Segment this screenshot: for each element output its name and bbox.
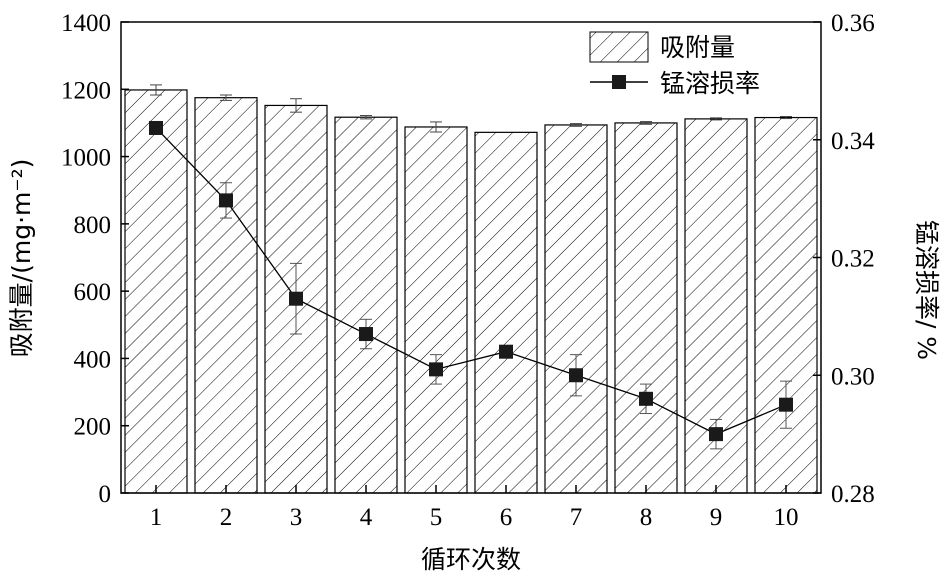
right-axis-tick-label: 0.36 [831, 10, 875, 37]
bar-error-bar [710, 117, 722, 121]
legend-bar-swatch [589, 31, 649, 63]
line-series-layer [149, 120, 793, 450]
line-point [709, 427, 723, 442]
bars-layer [124, 89, 818, 494]
x-axis-tick-label: 8 [640, 504, 653, 531]
right-axis-tick-label: 0.30 [831, 363, 875, 390]
line-point [569, 368, 583, 383]
bar-error-bars [150, 84, 792, 133]
bar-error-bar [360, 115, 372, 120]
left-axis-tick-label: 0 [99, 481, 112, 508]
x-axis-tick-label: 6 [500, 504, 513, 531]
line-point [289, 291, 303, 306]
line-point [639, 391, 653, 406]
bar [614, 122, 678, 494]
bar-error-bar [780, 116, 792, 120]
right-axis-tick-label: 0.28 [831, 481, 875, 508]
bar-error-bar [570, 123, 582, 127]
left-axis-tick-label: 1400 [61, 10, 111, 37]
bar-error-bar [290, 98, 302, 113]
line-point [499, 344, 513, 359]
left-axis-tick-label: 1000 [61, 145, 111, 172]
bar-error-bar [430, 121, 442, 133]
bar-error-bar [150, 84, 162, 96]
left-axis-tick-label: 600 [74, 279, 112, 306]
x-axis-tick-label: 9 [710, 504, 723, 531]
line-point [779, 397, 793, 412]
bar [404, 126, 468, 494]
right-axis-title: 锰溶损率/ % [912, 220, 941, 360]
x-axis-tick-label: 2 [220, 504, 233, 531]
right-axis-tick-label: 0.32 [831, 246, 875, 273]
bar [474, 131, 538, 494]
x-axis-title: 循环次数 [421, 545, 521, 574]
x-axis-tick-label: 10 [774, 504, 799, 531]
bar [124, 89, 188, 494]
left-axis-title: 吸附量/(mg·m⁻²) [7, 159, 36, 358]
legend-label-adsorption: 吸附量 [660, 33, 735, 62]
bar-error-bar [640, 121, 652, 125]
line-point [359, 327, 373, 342]
bar [544, 124, 608, 494]
bar-error-bar [220, 94, 232, 101]
x-axis-tick-label: 7 [570, 504, 583, 531]
bar [754, 116, 818, 494]
line-point [429, 362, 443, 377]
x-axis-tick-label: 4 [360, 504, 373, 531]
x-axis-tick-label: 1 [150, 504, 163, 531]
x-axis-tick-label: 5 [430, 504, 443, 531]
bar [334, 116, 398, 494]
line-point [149, 120, 163, 135]
legend: 吸附量 锰溶损率 [589, 31, 760, 98]
x-axis-tick-label: 3 [290, 504, 303, 531]
legend-square-marker-icon [612, 75, 626, 89]
mn-loss-line [155, 127, 787, 435]
left-axis-tick-label: 800 [74, 212, 112, 239]
ticks-layer: 0 200 400 600 800 1000 1200 1400 0.28 0.30 0.32 0.3… [61, 10, 875, 531]
bar [194, 97, 258, 494]
right-axis-tick-label: 0.34 [831, 128, 875, 155]
left-axis-tick-label: 400 [74, 346, 112, 373]
line-point [219, 193, 233, 208]
left-axis-tick-label: 1200 [61, 77, 111, 104]
legend-label-mn-loss: 锰溶损率 [660, 69, 760, 98]
left-axis-tick-label: 200 [74, 414, 112, 441]
